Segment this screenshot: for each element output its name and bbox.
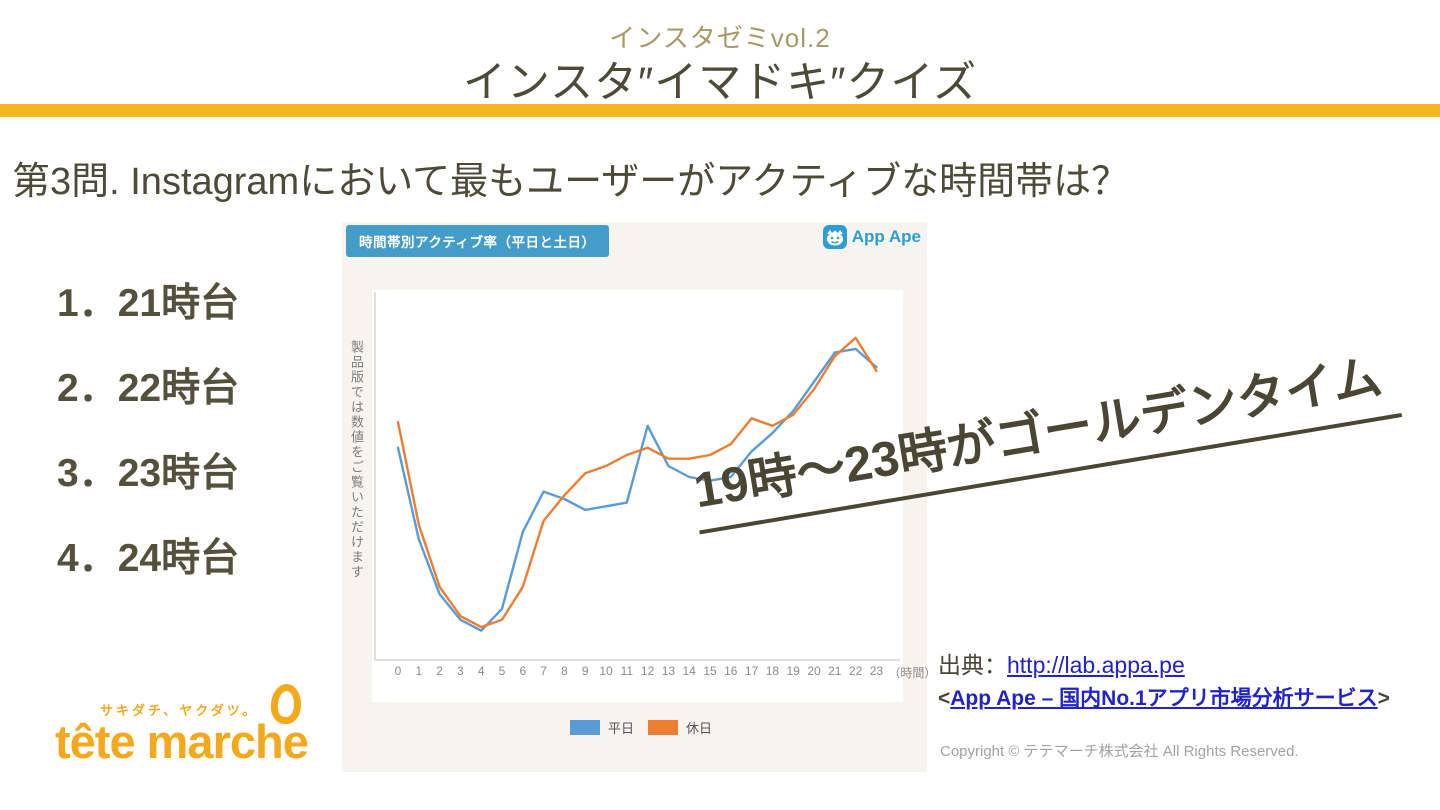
chart-title-badge: 時間帯別アクティブ率（平日と土日） [346,225,609,257]
slide-title: インスタ″イマドキ″クイズ [462,59,978,107]
x-tick-7: 7 [540,664,547,678]
legend-label-休日: 休日 [686,721,713,736]
y-axis-note: 製品版では数値をご覧いただけます [349,340,364,580]
app-ape-logo: App Ape [822,225,921,249]
x-tick-16: 16 [724,664,738,678]
legend-item-平日: 平日 [570,718,634,737]
source-line-2: <App Ape – 国内No.1アプリ市場分析サービス> [938,682,1390,716]
source-service-link[interactable]: App Ape – 国内No.1アプリ市場分析サービス [950,687,1378,710]
chart-panel: 時間帯別アクティブ率（平日と土日） App Ape 製品版では数値をご覧いただけ… [342,222,937,772]
option-3: 3．23時台 [57,452,240,495]
chart-canvas [374,292,900,661]
question-text: 第3問. Instagramにおいて最もユーザーがアクティブな時間帯は？ [12,161,1130,203]
option-2: 2．22時台 [57,367,240,410]
accent-divider [0,104,1440,117]
x-tick-0: 0 [394,664,402,678]
x-axis-unit: （時間） [888,666,937,680]
brand-logo: サキダチ、ヤクダツ。 tête marche [55,683,335,782]
source-prefix: 出典： [938,652,1007,678]
x-tick-9: 9 [581,664,589,678]
legend-swatch-休日 [648,720,679,735]
x-tick-2: 2 [436,664,443,678]
slide-subtitle: インスタゼミvol.2 [609,23,831,53]
legend-swatch-平日 [570,720,600,735]
x-tick-12: 12 [640,664,655,678]
app-ape-icon [822,225,847,249]
copyright: Copyright © テテマーチ株式会社 All Rights Reserve… [940,743,1299,760]
option-1: 1．21時台 [57,282,240,325]
brand-tagline: サキダチ、ヤクダツ。 [100,703,259,718]
x-tick-20: 20 [807,664,821,678]
x-tick-8: 8 [561,664,568,678]
series-休日 [396,336,878,629]
x-tick-10: 10 [599,664,613,678]
chart-legend: 平日 休日 [570,718,712,737]
x-tick-4: 4 [477,664,485,678]
x-tick-14: 14 [682,664,696,678]
source-line-1: 出典：http://lab.appa.pe [938,648,1390,682]
x-tick-5: 5 [498,664,506,678]
source-url-link[interactable]: http://lab.appa.pe [1007,652,1185,678]
bracket-close: > [1377,687,1390,710]
x-tick-11: 11 [620,664,634,678]
option-4: 4．24時台 [57,537,240,580]
app-ape-logo-text: App Ape [851,227,921,246]
x-tick-13: 13 [661,664,676,678]
brand-name: tête marche [55,715,309,768]
x-tick-18: 18 [765,664,780,678]
bracket-open: < [938,687,951,710]
x-axis-labels: 0 1 2 3 4 5 6 7 8 9 10 11 12 13 14 15 16 17 18 19 20 21 22 23 （時… [372,664,937,684]
x-tick-1: 1 [415,664,423,678]
x-tick-21: 21 [828,664,842,678]
legend-item-休日: 休日 [648,718,712,737]
legend-label-平日: 平日 [608,721,635,736]
line-chart: 0 1 2 3 4 5 6 7 8 9 10 11 12 13 14 15 16 17 18 19 20 21 22 23 （時… [372,290,937,702]
x-tick-3: 3 [457,664,464,678]
x-tick-17: 17 [744,664,759,678]
source-block: 出典：http://lab.appa.pe <App Ape – 国内No.1ア… [938,648,1390,716]
x-tick-23: 23 [869,664,884,678]
x-tick-6: 6 [519,664,527,678]
x-tick-19: 19 [786,664,800,678]
x-tick-22: 22 [848,664,863,678]
series-平日 [396,347,878,632]
x-tick-15: 15 [703,664,717,678]
